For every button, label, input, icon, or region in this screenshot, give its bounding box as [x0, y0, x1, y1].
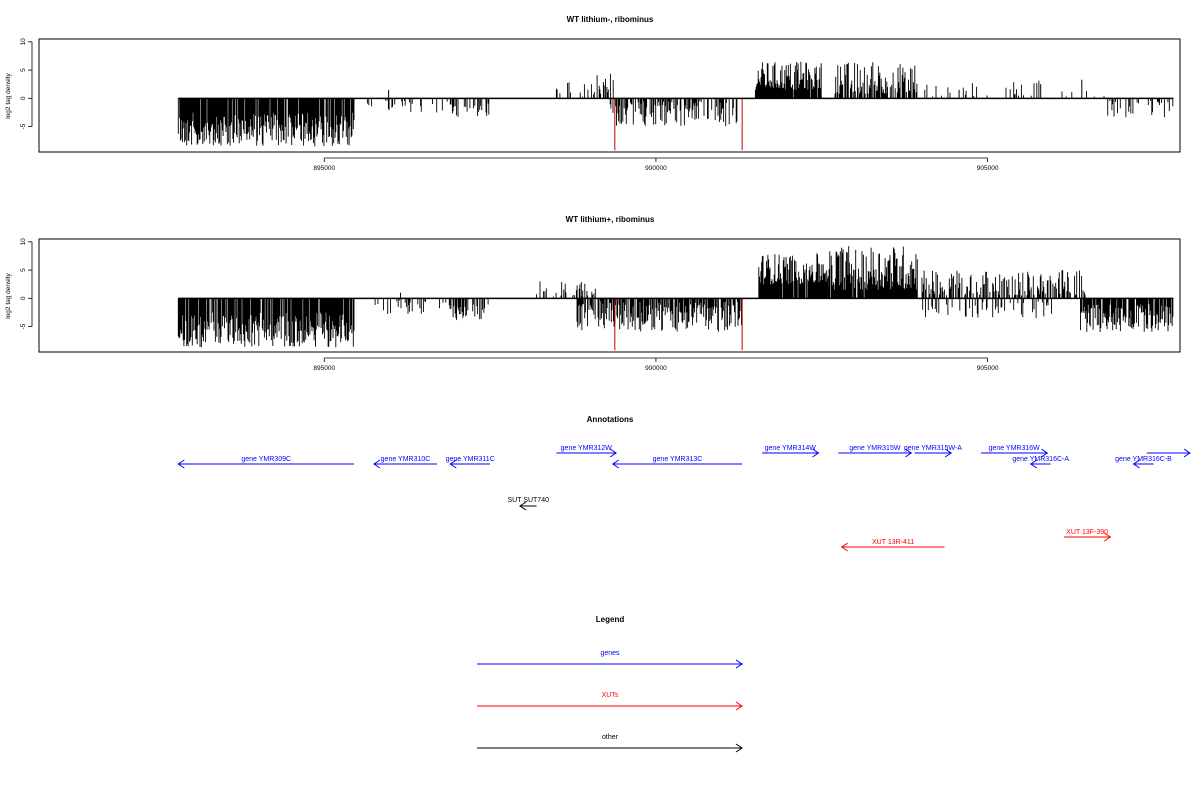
y-tick-label: 10	[20, 238, 27, 246]
density-bar-group	[609, 98, 738, 127]
other-feature-label: SUT SUT740	[507, 497, 549, 504]
gene-label: gene YMR311C	[446, 456, 495, 463]
y-tick-label: -5	[20, 123, 27, 129]
x-tick-label: 895000	[313, 165, 335, 172]
annotations-panel: Annotations gene YMR309C gene YMR310C gene…	[177, 415, 1191, 552]
density-bar-group	[1080, 298, 1174, 332]
density-bar-group	[922, 298, 1052, 319]
density-bar-group	[827, 246, 918, 299]
y-tick-label: -5	[20, 323, 27, 329]
density-bar-group	[374, 298, 451, 314]
legend-item-arrow: other	[477, 734, 743, 753]
density-bar-group	[177, 298, 355, 348]
gene-arrow: gene YMR312W	[556, 445, 618, 458]
density-bar-group	[177, 98, 355, 147]
panel-title: WT lithium-, ribominus	[567, 15, 654, 24]
density-bar-group	[576, 298, 742, 332]
gene-label: gene YMR315W-A	[904, 445, 962, 452]
gene-arrow: gene YMR315W	[838, 445, 913, 458]
density-bar-group	[1107, 98, 1174, 118]
y-axis-label: log2 tag density	[5, 72, 12, 118]
x-tick-label: 905000	[977, 365, 999, 372]
x-axis: 895000 900000 905000	[313, 157, 999, 172]
xut-arrow: XUT 13R-411	[840, 539, 945, 552]
other-feature-arrow: SUT SUT740	[507, 497, 549, 511]
y-tick-label: 0	[20, 96, 27, 100]
annotations-title: Annotations	[587, 415, 634, 424]
plot-frame	[38, 38, 1181, 153]
density-bar-group	[834, 62, 918, 99]
y-tick-label: 5	[20, 268, 27, 272]
gene-label: gene YMR312W	[561, 445, 613, 452]
gene-arrow: gene YMR310C	[373, 456, 438, 469]
legend-item-arrow: XUTs	[477, 692, 743, 711]
gene-label: gene YMR316C-B	[1115, 456, 1172, 463]
xut-arrow: XUT 13F-390	[1063, 529, 1112, 542]
panel-title: WT lithium+, ribominus	[566, 215, 655, 224]
track-panel-lithium-minus: WT lithium-, ribominus log2 tag density …	[5, 15, 1181, 172]
gene-arrow: gene YMR316C-A	[1012, 456, 1069, 469]
legend-item-label: genes	[600, 650, 620, 657]
tag-density-bars	[177, 61, 1174, 151]
density-bar-group	[924, 80, 1040, 99]
gene-label: gene YMR316C-A	[1012, 456, 1069, 463]
legend-title: Legend	[596, 615, 625, 624]
x-axis: 895000 900000 905000	[313, 357, 999, 372]
y-axis-label: log2 tag density	[5, 272, 12, 318]
gene-label: gene YMR314W	[765, 445, 817, 452]
legend-item-label: other	[602, 734, 619, 741]
density-bar-group	[593, 73, 614, 99]
plot-frame	[38, 238, 1181, 353]
y-tick-label: 10	[20, 38, 27, 46]
gene-arrow	[1146, 448, 1191, 458]
gene-arrow: gene YMR311C	[446, 456, 495, 469]
gene-label: gene YMR309C	[241, 456, 291, 463]
annotation-features: gene YMR309C gene YMR310C gene YMR311C gene…	[177, 445, 1191, 552]
gene-arrow: gene YMR309C	[177, 456, 355, 469]
gene-label: gene YMR315W	[849, 445, 901, 452]
gene-label: gene YMR310C	[381, 456, 431, 463]
density-bar-group	[536, 281, 596, 299]
xut-label: XUT 13R-411	[872, 539, 914, 546]
gene-label: gene YMR316W	[989, 445, 1041, 452]
density-bar-group	[754, 61, 822, 99]
y-tick-label: 5	[20, 68, 27, 72]
legend-items: genes XUTs other	[477, 650, 743, 753]
density-bar-group	[366, 98, 448, 113]
density-bar-group	[758, 253, 829, 299]
x-tick-label: 905000	[977, 165, 999, 172]
density-bar-group	[450, 298, 489, 321]
density-bar-group	[555, 82, 592, 99]
y-axis: -5 0 5 10	[20, 38, 33, 129]
density-bar-group	[921, 270, 1086, 299]
x-tick-label: 900000	[645, 165, 667, 172]
density-bar-group	[1061, 91, 1105, 99]
gene-arrow: gene YMR314W	[762, 445, 820, 458]
x-tick-label: 895000	[313, 365, 335, 372]
legend-item-arrow: genes	[477, 650, 743, 669]
gene-arrow: gene YMR313C	[611, 456, 743, 469]
gene-arrow: gene YMR316W	[980, 445, 1049, 458]
xut-label: XUT 13F-390	[1066, 529, 1108, 536]
gene-label: gene YMR313C	[653, 456, 703, 463]
x-tick-label: 900000	[645, 365, 667, 372]
y-tick-label: 0	[20, 296, 27, 300]
density-bar-group	[449, 98, 490, 117]
gene-arrow: gene YMR316C-B	[1115, 456, 1172, 469]
legend: Legend genes XUTs other	[477, 615, 743, 753]
tag-density-bars	[177, 246, 1174, 351]
y-axis: -5 0 5 10	[20, 238, 33, 329]
track-panel-lithium-plus: WT lithium+, ribominus log2 tag density …	[5, 215, 1181, 372]
gene-arrow: gene YMR315W-A	[904, 445, 962, 458]
legend-item-label: XUTs	[602, 692, 619, 699]
